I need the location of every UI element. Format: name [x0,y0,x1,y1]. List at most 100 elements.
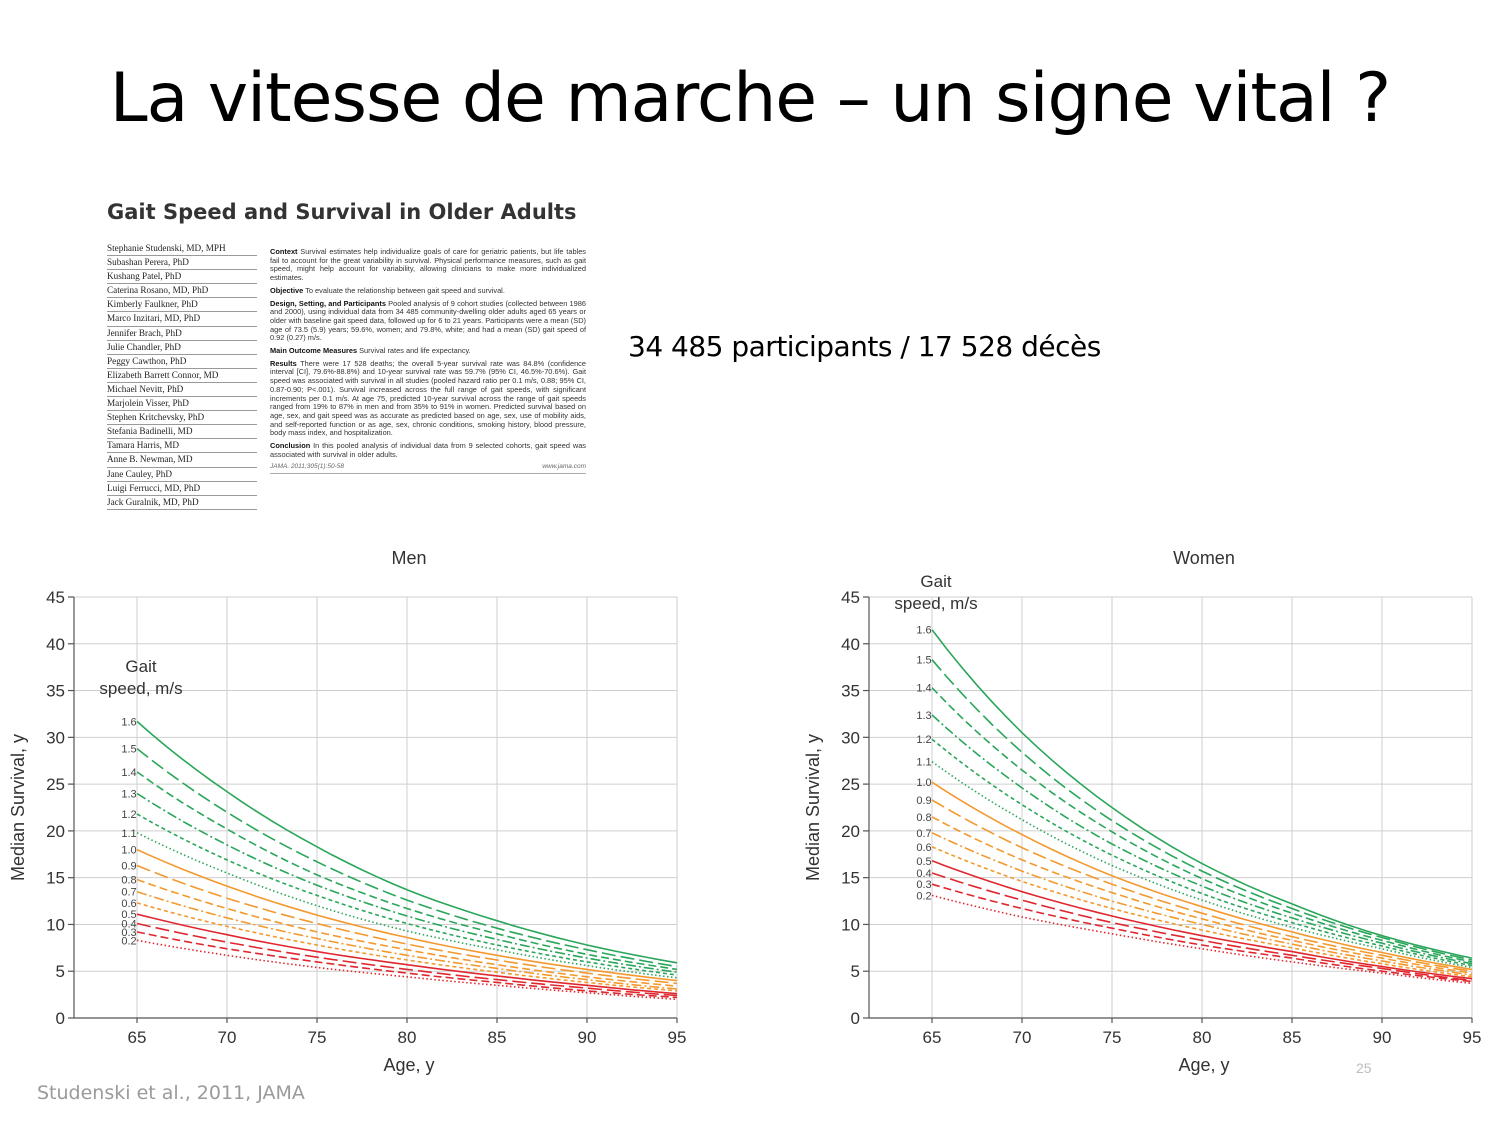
y-tick-label: 20 [841,822,860,841]
series-label: 0.7 [916,828,931,840]
y-tick-label: 40 [46,635,65,654]
series-line-0.7 [931,832,1473,976]
abstract-section: Conclusion In this pooled analysis of in… [270,441,586,459]
abstract-section-text: To evaluate the relationship between gai… [303,285,505,295]
series-label: 0.8 [121,875,136,887]
y-tick-label: 10 [46,915,65,934]
series-label: 1.0 [916,777,931,789]
x-axis-label: Age, y [1178,1055,1229,1075]
article-abstract: Context Survival estimates help individu… [270,247,586,475]
series-label: 0.8 [916,812,931,824]
x-tick-label: 85 [488,1028,507,1047]
author-name: Caterina Rosano, MD, PhD [107,284,257,299]
x-tick-label: 75 [1103,1028,1122,1047]
citation: JAMA. 2011;305(1):50-58 [270,463,344,471]
y-tick-label: 5 [851,962,860,981]
abstract-section-text: There were 17 528 deaths; the overall 5-… [270,358,586,438]
abstract-section-label: Context [270,247,298,256]
x-tick-label: 80 [398,1028,417,1047]
series-line-0.4 [136,922,678,997]
author-name: Tamara Harris, MD [107,439,257,454]
author-name: Anne B. Newman, MD [107,453,257,468]
abstract-section: Main Outcome Measures Survival rates and… [270,346,586,356]
x-tick-label: 90 [1373,1028,1392,1047]
x-tick-label: 80 [1193,1028,1212,1047]
article-excerpt: Gait Speed and Survival in Older Adults … [104,200,586,518]
series-line-0.6 [136,902,678,992]
y-tick-label: 35 [841,682,860,701]
series-label: 0.9 [916,795,931,807]
series-line-0.6 [931,846,1473,978]
series-line-1.4 [931,687,1473,963]
y-tick-label: 25 [841,775,860,794]
x-tick-label: 70 [1013,1028,1032,1047]
series-label: 1.1 [121,828,136,840]
series-label: 1.2 [916,734,931,746]
y-tick-label: 20 [46,822,65,841]
website: www.jama.com [542,463,586,471]
y-tick-label: 5 [56,962,65,981]
series-label: 1.6 [121,716,136,728]
series-label: 0.4 [916,868,931,880]
series-line-0.2 [931,894,1473,985]
abstract-section-label: Main Outcome Measures [270,346,358,356]
y-tick-label: 30 [46,728,65,747]
series-label: 0.3 [121,927,136,939]
x-axis-label: Age, y [383,1055,434,1075]
author-name: Julie Chandler, PhD [107,341,257,355]
abstract-section: Objective To evaluate the relationship b… [270,285,586,296]
series-label: 1.0 [121,845,136,857]
abstract-section-label: Results [270,358,297,368]
author-name: Kimberly Faulkner, PhD [107,298,257,313]
series-label: 0.6 [916,842,931,854]
y-tick-label: 35 [46,682,65,701]
author-name: Marco Inzitari, MD, PhD [107,312,257,327]
series-label: 0.3 [916,879,931,891]
series-line-1.6 [931,629,1473,959]
abstract-section-text: Pooled analysis of 9 cohort studies (col… [270,298,586,343]
citation-row: JAMA. 2011;305(1):50-58 www.jama.com [270,463,586,475]
source-citation: Studenski et al., 2011, JAMA [37,1082,305,1104]
y-tick-label: 15 [46,869,65,888]
chart-title: Men [391,548,426,568]
abstract-section: Design, Setting, and Participants Pooled… [270,298,586,344]
y-axis-label: Median Survival, y [803,734,823,881]
series-line-0.5 [931,860,1473,980]
series-label: 1.3 [121,788,136,800]
series-line-1.2 [931,738,1473,967]
series-line-0.7 [136,890,678,990]
author-name: Stephanie Studenski, MD, MPH [107,242,257,257]
series-line-1.3 [136,792,678,973]
series-label: 1.5 [121,744,136,756]
legend-title: speed, m/s [99,679,182,698]
author-name: Subashan Perera, PhD [107,256,257,271]
series-label: 0.5 [121,909,136,921]
series-label: 0.5 [916,856,931,868]
author-name: Jennifer Brach, PhD [107,327,257,341]
series-label: 0.6 [121,898,136,910]
y-tick-label: 0 [56,1009,65,1028]
x-tick-label: 70 [218,1028,237,1047]
y-tick-label: 0 [851,1009,860,1028]
abstract-section-label: Conclusion [270,441,311,451]
author-name: Stephen Kritchevsky, PhD [107,411,257,426]
author-name: Jane Cauley, PhD [107,468,257,482]
series-label: 1.1 [916,757,931,769]
y-tick-label: 25 [46,775,65,794]
series-line-1.4 [136,771,678,971]
series-label: 0.7 [121,887,136,899]
series-line-1.6 [136,720,678,964]
x-tick-label: 95 [668,1028,687,1047]
chart-panel-women: 0 5 10 15 20 25 30 35 40 45 65 70 75 80 85 90 95 Women Age… [803,548,1481,1075]
abstract-section: Context Survival estimates help individu… [270,247,586,283]
abstract-section-label: Objective [270,285,304,295]
author-name: Kushang Patel, PhD [107,270,257,285]
chart-title: Women [1173,548,1235,568]
y-tick-label: 15 [841,869,860,888]
series-line-1.2 [136,813,678,976]
author-name: Stefania Badinelli, MD [107,425,257,440]
abstract-section-label: Design, Setting, and Participants [270,298,386,308]
article-heading: Gait Speed and Survival in Older Adults [107,200,577,224]
series-label: 0.2 [916,890,931,902]
series-label: 1.4 [121,767,136,779]
